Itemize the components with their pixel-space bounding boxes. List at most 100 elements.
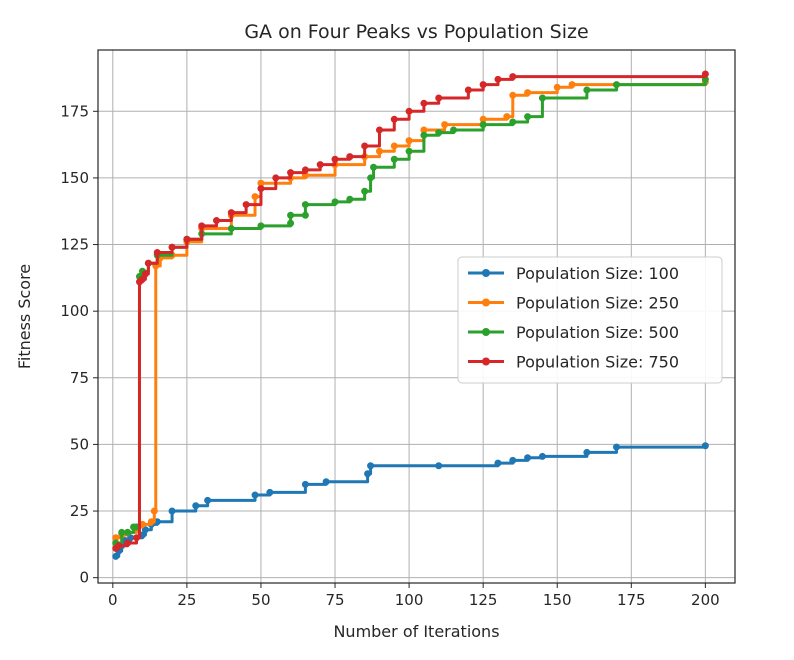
data-point: [322, 478, 330, 486]
data-point: [612, 443, 620, 451]
data-point: [141, 270, 149, 278]
data-point: [301, 166, 309, 174]
x-tick-label: 175: [617, 591, 646, 609]
data-point: [346, 153, 354, 161]
data-point: [287, 219, 295, 227]
data-point: [367, 174, 375, 182]
data-point: [213, 217, 221, 225]
data-point: [435, 462, 443, 470]
data-point: [257, 185, 265, 193]
legend-label: Population Size: 750: [516, 353, 679, 372]
data-point: [198, 222, 206, 230]
data-point: [367, 462, 375, 470]
data-point: [464, 86, 472, 94]
series-4: [112, 70, 709, 552]
data-point: [138, 275, 146, 283]
data-point: [266, 488, 274, 496]
data-point: [568, 81, 576, 89]
data-point: [361, 142, 369, 150]
data-point: [251, 491, 259, 499]
data-point: [479, 81, 487, 89]
data-point: [375, 147, 383, 155]
x-tick-label: 150: [543, 591, 572, 609]
data-point: [509, 118, 517, 126]
chart-title: GA on Four Peaks vs Population Size: [244, 21, 588, 43]
x-tick-label: 25: [177, 591, 196, 609]
y-tick-label: 150: [60, 169, 89, 187]
data-point: [316, 161, 324, 169]
data-point: [405, 147, 413, 155]
data-point: [192, 502, 200, 510]
data-point: [183, 235, 191, 243]
data-point: [524, 454, 532, 462]
y-tick-label: 125: [60, 236, 89, 254]
x-axis-label: Number of Iterations: [333, 622, 499, 641]
data-point: [583, 86, 591, 94]
data-point: [141, 526, 149, 534]
data-point: [301, 211, 309, 219]
x-tick-label: 0: [108, 591, 118, 609]
data-point: [435, 129, 443, 137]
data-point: [450, 126, 458, 134]
x-tick-label: 200: [691, 591, 720, 609]
data-point: [435, 94, 443, 102]
data-point: [479, 121, 487, 129]
data-point: [287, 169, 295, 177]
legend-item: Population Size: 750: [468, 353, 679, 372]
legend-marker: [482, 269, 490, 277]
data-point: [405, 137, 413, 145]
data-point: [144, 259, 152, 267]
data-point: [701, 442, 709, 450]
y-tick-label: 25: [70, 502, 89, 520]
data-point: [390, 155, 398, 163]
data-point: [441, 121, 449, 129]
data-point: [168, 507, 176, 515]
data-point: [242, 201, 250, 209]
data-point: [112, 552, 120, 560]
y-tick-label: 0: [79, 569, 89, 587]
y-tick-label: 175: [60, 102, 89, 120]
legend-box: [457, 256, 723, 384]
x-tick-label: 125: [469, 591, 498, 609]
data-point: [331, 155, 339, 163]
data-point: [124, 539, 132, 547]
data-point: [204, 496, 212, 504]
data-point: [509, 73, 517, 81]
x-tick-label: 100: [395, 591, 424, 609]
legend-marker: [482, 357, 490, 366]
series-1: [112, 442, 709, 560]
data-point: [405, 107, 413, 115]
legend-marker: [482, 298, 490, 307]
data-point: [612, 81, 620, 89]
x-tick-label: 50: [251, 591, 270, 609]
data-point: [701, 70, 709, 78]
y-tick-label: 50: [70, 435, 89, 453]
data-point: [331, 198, 339, 206]
data-point: [251, 193, 259, 201]
series-layer: [112, 70, 709, 560]
axis-ticks: 0 25 50 75 100 125 150 175 200 0 25 50 75 100 125 150 17…: [60, 102, 719, 609]
data-point: [553, 83, 561, 91]
data-point: [133, 534, 141, 542]
data-point: [153, 249, 161, 257]
data-point: [115, 542, 123, 550]
legend: Population Size: 100 Population Size: 250…: [457, 256, 723, 384]
y-tick-label: 75: [70, 369, 89, 387]
data-point: [168, 243, 176, 251]
legend-item: Population Size: 250: [468, 294, 679, 313]
data-point: [301, 480, 309, 488]
data-point: [524, 89, 532, 97]
data-point: [147, 518, 155, 526]
data-point: [361, 187, 369, 195]
data-point: [494, 459, 502, 467]
data-point: [375, 126, 383, 134]
data-point: [509, 91, 517, 99]
data-point: [503, 113, 511, 121]
plot-area-frame: [97, 49, 736, 584]
data-point: [479, 115, 487, 123]
x-tick-label: 75: [325, 591, 344, 609]
data-point: [390, 115, 398, 123]
data-point: [390, 142, 398, 150]
